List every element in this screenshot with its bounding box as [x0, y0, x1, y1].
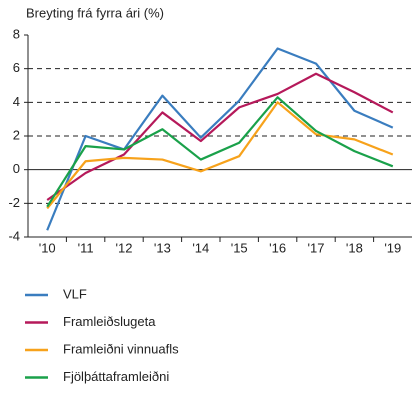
series-line [46, 96, 394, 208]
legend-label: Framleiðni vinnuafls [63, 341, 179, 356]
y-tick-label: 6 [13, 60, 20, 75]
legend-label: Fjölþáttaframleiðni [63, 369, 169, 384]
y-tick-label: 0 [13, 161, 20, 176]
series-line [46, 72, 394, 201]
y-tick-label: -2 [8, 195, 20, 210]
y-axis-label: Breyting frá fyrra ári (%) [26, 5, 164, 20]
y-tick-label: 2 [13, 127, 20, 142]
x-tick-label: '11 [78, 240, 94, 255]
x-tick-label: '13 [154, 240, 171, 255]
y-tick-label: -4 [8, 228, 20, 243]
x-tick-label: '14 [192, 240, 209, 255]
x-tick-label: '16 [269, 240, 286, 255]
x-tick-label: '15 [231, 240, 248, 255]
y-tick-label: 8 [13, 26, 20, 41]
x-tick-label: '17 [308, 240, 325, 255]
y-tick-label: 4 [13, 94, 20, 109]
series-line [46, 47, 394, 231]
x-tick-label: '10 [39, 240, 56, 255]
x-tick-label: '19 [384, 240, 401, 255]
series-line [46, 101, 394, 210]
x-tick-label: '12 [116, 240, 133, 255]
legend-label: VLF [63, 286, 87, 301]
x-tick-label: '18 [346, 240, 363, 255]
legend-label: Framleiðslugeta [63, 314, 156, 329]
